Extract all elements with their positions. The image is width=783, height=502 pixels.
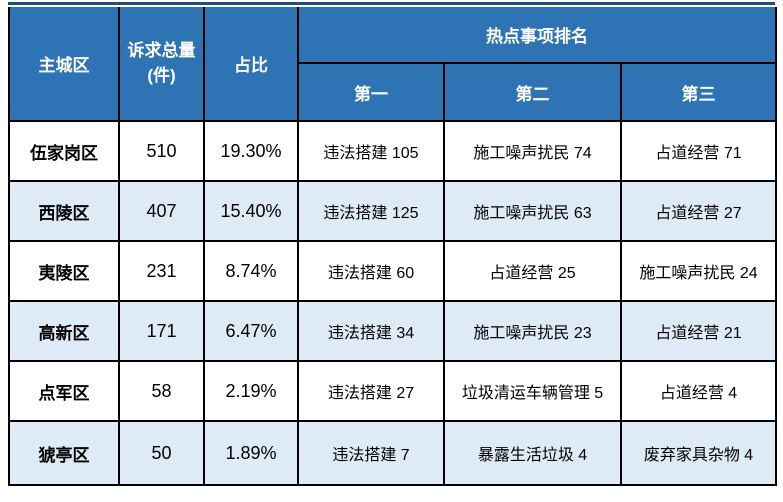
total-count: 510 (118, 120, 205, 182)
share-percent: 19.30% (203, 120, 299, 182)
table-row: 点军区 58 2.19% 违法搭建 27 垃圾清运车辆管理 5 占道经营 4 (8, 360, 778, 422)
share-percent: 8.74% (203, 240, 299, 302)
rank-first-item: 违法搭建 60 (297, 240, 445, 302)
header-share: 占比 (203, 7, 299, 122)
district-name: 高新区 (8, 300, 120, 362)
rank-third-item: 占道经营 71 (619, 120, 778, 182)
rank-first-item: 违法搭建 34 (297, 300, 445, 362)
header-rank-second: 第二 (443, 62, 622, 122)
rank-second-item: 占道经营 25 (443, 240, 622, 302)
rank-third-item: 占道经营 4 (619, 360, 778, 422)
table-row: 伍家岗区 510 19.30% 违法搭建 105 施工噪声扰民 74 占道经营 … (8, 120, 778, 182)
header-total: 诉求总量 (件) (118, 7, 205, 122)
total-count: 407 (118, 180, 205, 242)
rank-second-item: 施工噪声扰民 23 (443, 300, 622, 362)
table-header: 主城区 诉求总量 (件) 占比 热点事项排名 第一 第二 第三 (8, 7, 778, 122)
table-row: 猇亭区 50 1.89% 违法搭建 7 暴露生活垃圾 4 废弃家具杂物 4 (8, 420, 778, 486)
table-row: 夷陵区 231 8.74% 违法搭建 60 占道经营 25 施工噪声扰民 24 (8, 240, 778, 302)
header-district: 主城区 (8, 7, 120, 122)
rank-first-item: 违法搭建 7 (297, 420, 445, 486)
rank-third-item: 占道经营 27 (619, 180, 778, 242)
district-name: 夷陵区 (8, 240, 120, 302)
district-name: 西陵区 (8, 180, 120, 242)
header-rank-first: 第一 (297, 62, 445, 122)
rank-third-item: 废弃家具杂物 4 (619, 420, 778, 486)
total-count: 58 (118, 360, 205, 422)
table-row: 高新区 171 6.47% 违法搭建 34 施工噪声扰民 23 占道经营 21 (8, 300, 778, 362)
header-total-line2: (件) (147, 65, 176, 85)
district-name: 猇亭区 (8, 420, 120, 486)
rank-first-item: 违法搭建 27 (297, 360, 445, 422)
total-count: 171 (118, 300, 205, 362)
rank-first-item: 违法搭建 125 (297, 180, 445, 242)
share-percent: 1.89% (203, 420, 299, 486)
table-row: 西陵区 407 15.40% 违法搭建 125 施工噪声扰民 63 占道经营 2… (8, 180, 778, 242)
header-rank-third: 第三 (619, 62, 778, 122)
header-total-line1: 诉求总量 (127, 40, 196, 60)
rank-second-item: 暴露生活垃圾 4 (443, 420, 622, 486)
share-percent: 15.40% (203, 180, 299, 242)
district-complaints-table: 主城区 诉求总量 (件) 占比 热点事项排名 第一 第二 第三 (8, 7, 778, 486)
total-count: 50 (118, 420, 205, 486)
share-percent: 6.47% (203, 300, 299, 362)
rank-third-item: 占道经营 21 (619, 300, 778, 362)
rank-second-item: 垃圾清运车辆管理 5 (443, 360, 622, 422)
rank-second-item: 施工噪声扰民 63 (443, 180, 622, 242)
rank-first-item: 违法搭建 105 (297, 120, 445, 182)
header-hot-issue-ranking: 热点事项排名 (296, 7, 778, 64)
district-name: 伍家岗区 (8, 120, 120, 182)
rank-third-item: 施工噪声扰民 24 (619, 240, 778, 302)
share-percent: 2.19% (203, 360, 299, 422)
total-count: 231 (118, 240, 205, 302)
district-complaints-table-wrap: 主城区 诉求总量 (件) 占比 热点事项排名 第一 第二 第三 (8, 2, 778, 486)
district-name: 点军区 (8, 360, 120, 422)
table-top-accent-line (8, 2, 775, 5)
table-body: 伍家岗区 510 19.30% 违法搭建 105 施工噪声扰民 74 占道经营 … (8, 120, 778, 486)
rank-second-item: 施工噪声扰民 74 (443, 120, 622, 182)
